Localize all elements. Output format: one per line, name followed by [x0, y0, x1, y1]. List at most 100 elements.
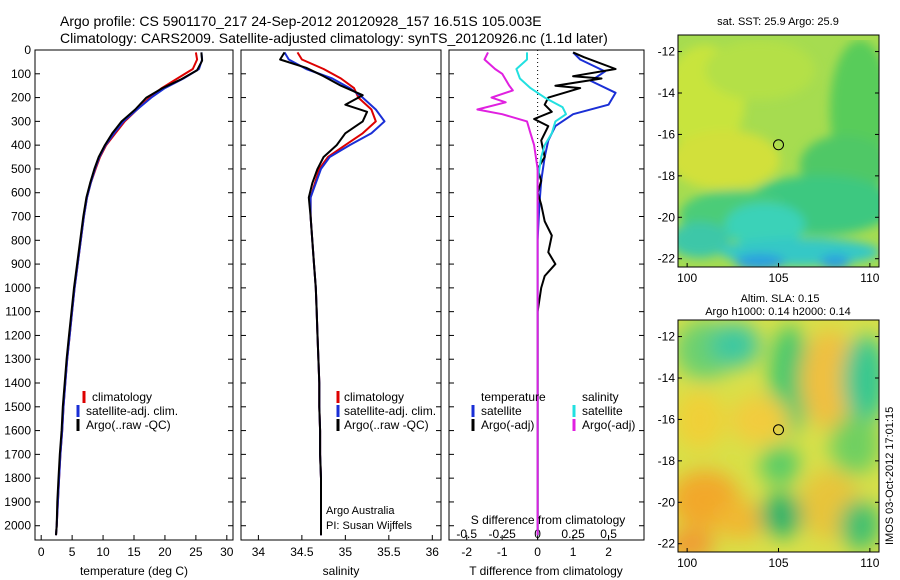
- temperature-legend: climatology satellite-adj. clim. Argo(..…: [76, 390, 178, 432]
- map-y-tick-label: -22: [658, 252, 676, 266]
- map-y-tick-label: -14: [658, 371, 676, 385]
- legend-title-temperature: temperature: [481, 390, 546, 404]
- legend-label-climatology: climatology: [344, 390, 404, 404]
- x-tick-label: 0: [38, 545, 45, 559]
- s-tick-label: 0.5: [600, 527, 617, 541]
- map-x-tick-label: 100: [677, 271, 697, 285]
- map-y-tick-label: -18: [658, 169, 676, 183]
- depth-tick-label: 0: [24, 43, 31, 57]
- imos-timestamp: IMOS 03-Oct-2012 17:01:15: [884, 407, 896, 545]
- x-tick-label: 35: [339, 545, 353, 559]
- map-x-tick-label: 105: [768, 271, 788, 285]
- map-y-tick-label: -20: [658, 210, 676, 224]
- series-line-climatology: [296, 51, 377, 536]
- sla-field: [678, 320, 879, 552]
- x-tick-label: 25: [189, 545, 203, 559]
- series-line-argo: [533, 51, 617, 536]
- series-line-argo: [55, 52, 204, 536]
- x-tick-label: -1: [497, 545, 508, 559]
- map-x-tick-label: 100: [677, 556, 697, 570]
- s-tick-label: -0.5: [456, 527, 477, 541]
- argo-location-marker: [773, 139, 784, 151]
- x-tick-label: 15: [127, 545, 141, 559]
- series-line-satellite: [283, 51, 386, 536]
- salinity-plot: 34 34.5 35 35.5 36: [241, 49, 441, 559]
- legend-label-s-satellite: satellite: [582, 404, 623, 418]
- depth-tick-label: 100: [11, 67, 31, 81]
- temperature-plot: 0 5 10 15 20 25 30: [35, 49, 234, 559]
- map-y-tick-label: -16: [658, 127, 676, 141]
- legend-label-t-satellite: satellite: [481, 404, 522, 418]
- map-y-tick-label: -22: [658, 537, 676, 551]
- x-tick-label: 30: [220, 545, 234, 559]
- x-tick-label: 35.5: [377, 545, 401, 559]
- depth-tick-label: 1700: [4, 447, 31, 461]
- header-line-2: Climatology: CARS2009. Satellite-adjuste…: [60, 30, 608, 46]
- depth-tick-label: 1100: [5, 305, 31, 319]
- depth-tick-label: 1900: [4, 495, 31, 509]
- s-difference-label: S difference from climatology: [471, 513, 626, 527]
- legend-label-argo: Argo(..raw -QC): [344, 418, 429, 432]
- legend-title-salinity: salinity: [582, 390, 619, 404]
- depth-tick-label: 1400: [4, 376, 31, 390]
- map-x-tick-label: 110: [860, 271, 879, 285]
- salinity-panel-frame: [240, 49, 442, 541]
- difference-plot: -2 -1 0 1 2-0.5 -0.25 0 0.25 0.5: [449, 49, 644, 559]
- depth-tick-label: 1200: [4, 328, 31, 342]
- sla-map: Altim. SLA: 0.15 Argo h1000: 0.14 h2000:…: [658, 293, 880, 570]
- x-tick-label: -2: [461, 545, 472, 559]
- series-line-argo: [279, 51, 369, 536]
- x-tick-label: 10: [96, 545, 110, 559]
- map-x-tick-label: 110: [860, 556, 879, 570]
- temperature-panel-frame: [34, 49, 234, 541]
- series-line-climatology: [55, 52, 199, 536]
- x-tick-label: 1: [570, 545, 577, 559]
- depth-tick-label: 1300: [4, 352, 31, 366]
- salinity-xlabel: salinity: [323, 564, 360, 578]
- sst-map: sat. SST: 25.9 Argo: 25.9 100 105 110 -12 -1…: [658, 16, 880, 285]
- legend-label-satellite: satellite-adj. clim.: [86, 404, 178, 418]
- x-tick-label: 0: [534, 545, 541, 559]
- depth-tick-label: 600: [11, 186, 31, 200]
- difference-xlabel: T difference from climatology: [469, 564, 623, 578]
- map-y-tick-label: -16: [658, 412, 676, 426]
- x-tick-label: 34: [252, 545, 266, 559]
- legend-label-climatology: climatology: [92, 390, 152, 404]
- legend-label-t-argo: Argo(-adj): [481, 418, 534, 432]
- depth-tick-label: 800: [11, 233, 31, 247]
- x-tick-label: 36: [426, 545, 440, 559]
- depth-tick-label: 900: [11, 257, 31, 271]
- map-y-tick-label: -12: [658, 330, 676, 344]
- map-y-tick-label: -18: [658, 454, 676, 468]
- depth-tick-label: 700: [11, 210, 31, 224]
- series-line-satellite: [55, 52, 204, 536]
- depth-tick-label: 500: [11, 162, 31, 176]
- sst-map-title: sat. SST: 25.9 Argo: 25.9: [717, 16, 839, 28]
- depth-tick-label: 2000: [4, 519, 31, 533]
- depth-tick-label: 1000: [4, 281, 31, 295]
- depth-tick-label: 200: [11, 91, 31, 105]
- x-tick-label: 20: [158, 545, 172, 559]
- depth-tick-label: 300: [11, 114, 31, 128]
- difference-legend: temperature satellite Argo(-adj) salinit…: [471, 390, 635, 432]
- depth-tick-label: 400: [11, 138, 31, 152]
- x-tick-label: 34.5: [290, 545, 314, 559]
- series-line-satellite: [536, 51, 617, 536]
- temperature-xlabel: temperature (deg C): [80, 564, 188, 578]
- legend-label-satellite: satellite-adj. clim.: [344, 404, 436, 418]
- depth-tick-label: 1500: [4, 400, 31, 414]
- header-line-1: Argo profile: CS 5901170_217 24-Sep-2012…: [60, 13, 542, 29]
- depth-axis: 0 100 200 300 400 500 600 700 800 900 1000 1100 1200…: [4, 43, 31, 533]
- x-tick-label: 2: [605, 545, 612, 559]
- salinity-legend: climatology satellite-adj. clim. Argo(..…: [326, 390, 436, 532]
- argo-australia-label: Argo Australia: [326, 505, 395, 517]
- sst-map-axes: 100 105 110 -12 -14 -16 -18 -20 -22: [658, 45, 880, 285]
- map-y-tick-label: -14: [658, 86, 676, 100]
- sst-field: [678, 40, 879, 267]
- s-tick-label: 0.25: [561, 527, 585, 541]
- map-y-tick-label: -20: [658, 495, 676, 509]
- x-tick-label: 5: [69, 545, 76, 559]
- depth-tick-label: 1600: [4, 424, 31, 438]
- sla-map-title-2: Argo h1000: 0.14 h2000: 0.14: [705, 306, 851, 318]
